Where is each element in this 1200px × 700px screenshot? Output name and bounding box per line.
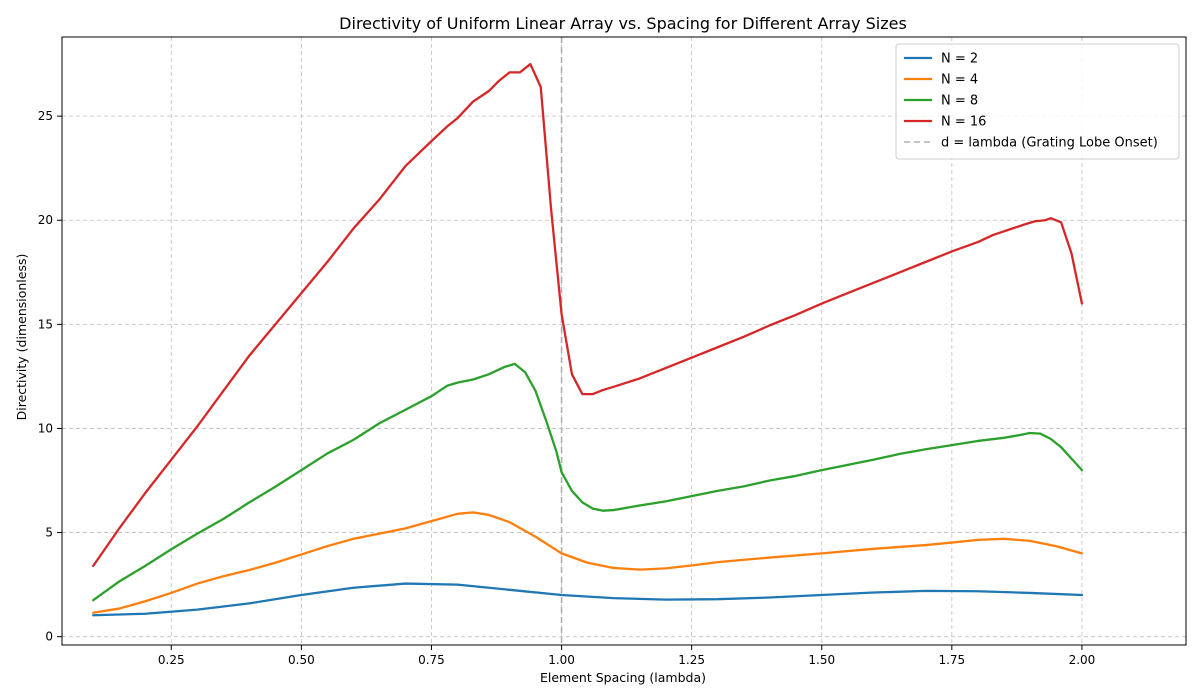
legend: N = 2 N = 4 N = 8 N = 16 d = lambda (Grating…: [895, 43, 1180, 160]
y-axis-label: Directivity (dimensionless): [14, 254, 29, 421]
series-line-n16: [92, 62, 1084, 568]
x-tick-label: 1.25: [678, 653, 705, 667]
plot-frame: [61, 36, 1187, 646]
x-ticks: 0.25 0.50 0.75 1.00 1.25 1.50 1.75 2.00: [158, 645, 1095, 667]
y-tick-label: 20: [38, 213, 53, 227]
x-tick-label: 2.00: [1069, 653, 1096, 667]
x-tick-label: 1.75: [938, 653, 965, 667]
x-tick-label: 0.25: [158, 653, 185, 667]
y-tick-label: 0: [45, 630, 53, 644]
series-line-n8: [92, 362, 1084, 602]
x-axis-label: Element Spacing (lambda): [540, 670, 706, 685]
x-tick-label: 1.00: [548, 653, 575, 667]
x-tick-label: 1.50: [808, 653, 835, 667]
y-tick-label: 5: [45, 526, 53, 540]
y-tick-label: 15: [38, 317, 53, 331]
y-ticks: 0 5 10 15 20 25: [38, 109, 62, 644]
y-tick-label: 10: [38, 421, 53, 435]
x-tick-label: 0.50: [288, 653, 315, 667]
series-layer: [92, 62, 1084, 617]
grid: [62, 37, 1186, 645]
y-tick-label: 25: [38, 109, 53, 123]
series-line-n2: [92, 582, 1084, 617]
legend-label: N = 8: [941, 94, 978, 109]
legend-label: N = 2: [941, 52, 978, 67]
legend-box: [895, 43, 1180, 160]
legend-label: d = lambda (Grating Lobe Onset): [941, 136, 1158, 151]
legend-label: N = 4: [941, 73, 978, 88]
chart-title: Directivity of Uniform Linear Array vs. …: [339, 14, 907, 33]
x-tick-label: 0.75: [418, 653, 445, 667]
legend-label: N = 16: [941, 115, 986, 130]
series-line-n4: [92, 511, 1084, 614]
